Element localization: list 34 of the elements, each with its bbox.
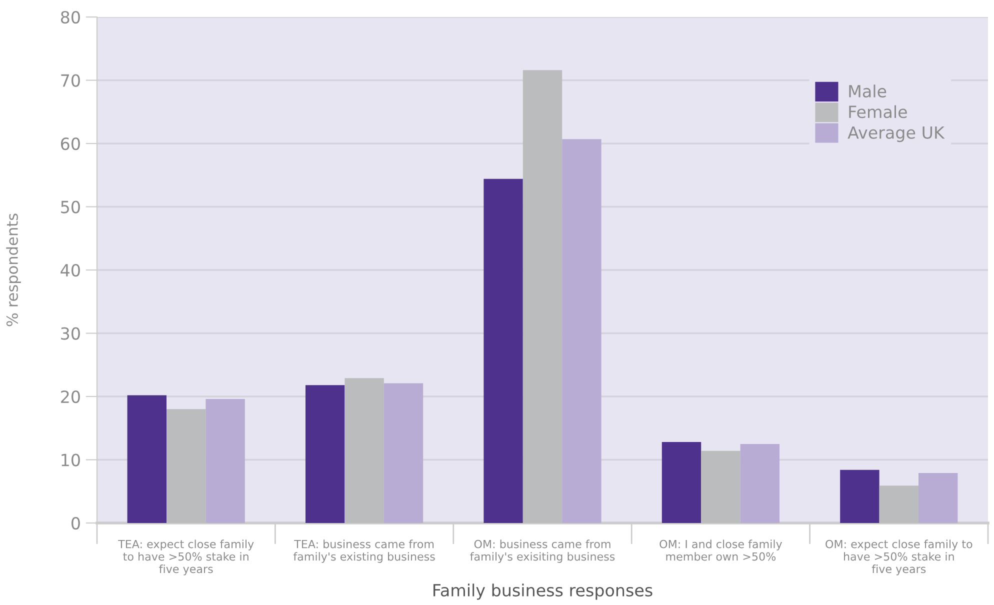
y-axis-title: % respondents xyxy=(6,214,21,326)
bar xyxy=(918,473,958,523)
legend-label: Female xyxy=(849,105,907,118)
bar xyxy=(879,486,918,523)
x-tick-label: OM: business came from family's exisiting business xyxy=(470,540,615,563)
bar xyxy=(305,385,345,523)
y-tick-label: 50 xyxy=(61,200,80,214)
y-tick-label: 0 xyxy=(72,516,80,530)
legend-label: Male xyxy=(849,84,886,98)
bar xyxy=(740,444,780,523)
legend-label: Average UK xyxy=(848,126,945,142)
x-tick-label: TEA: business came from family's existing business xyxy=(293,540,435,563)
x-tick-label: OM: expect close family to have >50% stake in five years xyxy=(826,540,972,576)
x-axis-title: Family business responses xyxy=(434,584,652,600)
y-tick-label: 70 xyxy=(61,74,80,87)
bar xyxy=(522,70,562,523)
y-tick-label: 60 xyxy=(60,137,80,150)
bar xyxy=(166,409,206,523)
y-tick-label: 40 xyxy=(60,264,80,277)
bar xyxy=(384,383,424,523)
bar xyxy=(562,139,602,523)
bar xyxy=(662,442,702,523)
bar xyxy=(206,399,245,523)
x-tick-label: TEA: expect close family to have >50% stake in five years xyxy=(118,540,254,576)
bar xyxy=(840,470,880,523)
bar xyxy=(701,450,740,523)
bar xyxy=(344,378,384,523)
y-tick-label: 10 xyxy=(62,454,80,466)
bar xyxy=(484,178,523,523)
y-tick-label: 30 xyxy=(61,327,80,340)
y-tick-label: 20 xyxy=(61,390,80,404)
bar xyxy=(127,395,166,523)
x-tick-label: OM: I and close family member own >50% xyxy=(660,540,782,561)
y-tick-label: 80 xyxy=(60,10,80,24)
